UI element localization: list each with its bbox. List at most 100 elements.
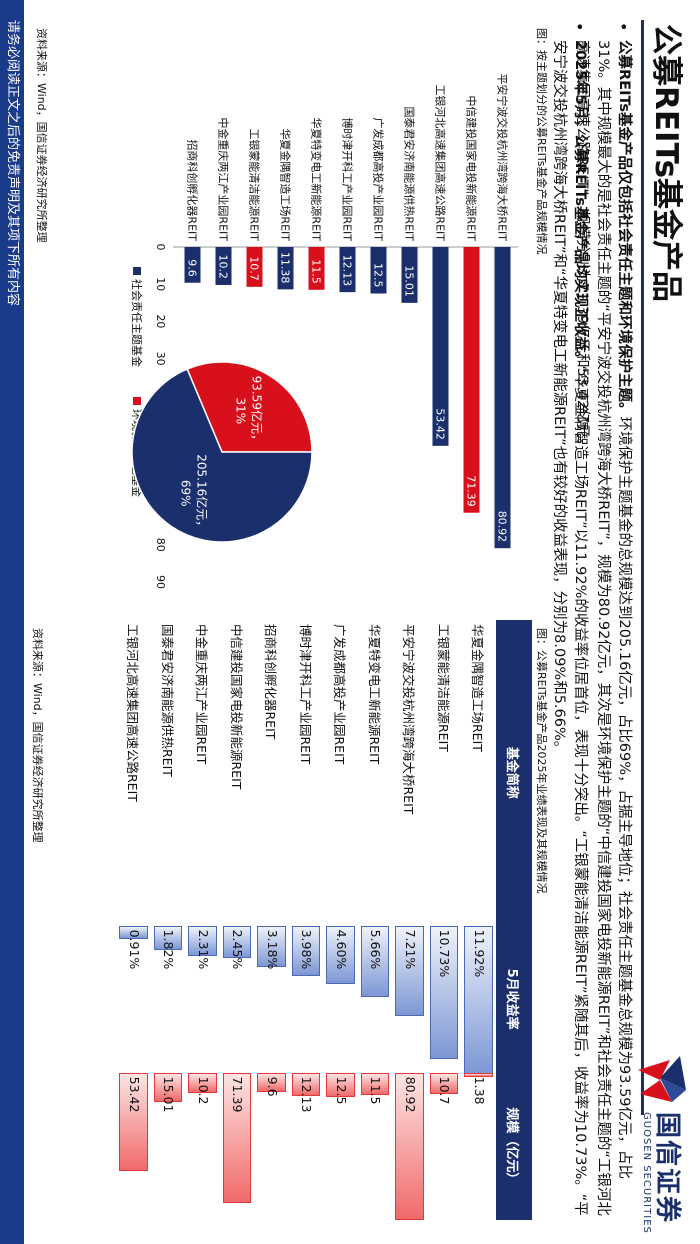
left-figure-source: 资料来源：Wind，国信证券经济研究所整理: [35, 28, 48, 243]
bar-data-label: 11.5: [310, 259, 323, 284]
return-value: 7.21%: [403, 929, 418, 970]
return-value: 2.31%: [196, 929, 211, 970]
col-header-name: 基金简称: [496, 620, 532, 926]
return-cell: 10.73%: [427, 925, 462, 1073]
scale-value: 1.38: [472, 1076, 487, 1105]
bullet-dot: •: [614, 22, 633, 32]
page-title: 公募REITs基金产品: [648, 24, 684, 303]
category-label: 中金重庆两江产业园REIT: [217, 117, 231, 241]
bar-social: [401, 247, 418, 303]
x-tick-label: 10: [154, 277, 167, 291]
category-label: 华夏金隅智造工场REIT: [279, 128, 293, 241]
bar-data-label: 12.13: [341, 255, 354, 287]
category-label: 工银蒙能清洁能源REIT: [248, 128, 262, 241]
fund-name: 华夏特变电工新能源REIT: [366, 624, 382, 765]
scale-cell: 53.42: [117, 1072, 152, 1220]
fund-name: 广发成都高投产业园REIT: [332, 624, 348, 765]
table-row: 广发成都高投产业园REIT 4.60% 12.5: [324, 620, 359, 1220]
category-label: 广发成都高投产业园REIT: [372, 117, 386, 241]
pie-slice-0: [186, 361, 313, 453]
scale-cell: 11.5: [358, 1072, 393, 1220]
scale-value: 10.2: [196, 1076, 211, 1105]
category-label: 招商科创孵化器REIT: [186, 139, 200, 241]
return-cell: 2.45%: [220, 925, 255, 1073]
table-row: 招商科创孵化器REIT 3.18% 9.6: [255, 620, 290, 1220]
right-figure-source: 资料来源：Wind，国信证券经济研究所整理: [31, 628, 44, 843]
scale-value: 12.5: [334, 1076, 349, 1105]
return-value: 0.91%: [127, 929, 142, 970]
fund-name: 国泰君安济南能源供热REIT: [159, 624, 175, 777]
category-label: 平安宁波交投杭州湾跨海大桥REIT: [496, 73, 510, 241]
bar-data-label: 71.39: [465, 475, 478, 507]
bar-environmental: [308, 247, 325, 290]
fund-name: 平安宁波交投杭州湾跨海大桥REIT: [401, 624, 417, 815]
x-tick-label: 30: [154, 352, 167, 366]
bar-social: [370, 247, 387, 294]
bar-data-label: 80.92: [496, 511, 509, 543]
bullet-1-lead: 公募REITs基金产品仅包括社会责任主题和环境保护主题。: [616, 40, 632, 417]
bullet-2-lead: 2025年5月，公募REITs基金产品均实现正收益。: [572, 40, 588, 366]
return-cell: 7.21%: [393, 925, 428, 1073]
category-label: 博时津开科工产业园REIT: [341, 117, 355, 241]
pie-slice-1: [131, 368, 313, 543]
x-tick-label: 20: [154, 314, 167, 328]
x-tick-label: 80: [154, 538, 167, 552]
scale-cell: 80.92: [393, 1072, 428, 1221]
scale-cell: 10.7: [427, 1072, 462, 1220]
category-label: 华夏特变电工新能源REIT: [310, 117, 324, 241]
table-header-row: 基金简称 5月收益率 规模（亿元）: [496, 620, 532, 1220]
return-value: 10.73%: [437, 929, 453, 978]
table-row: 华夏金隅智造工场REIT 11.92% 1.38: [462, 620, 497, 1220]
table-row: 平安宁波交投杭州湾跨海大桥REIT 7.21% 80.92: [393, 620, 428, 1221]
bar-social: [184, 247, 201, 283]
legend-label-social: 社会责任主题基金: [130, 279, 144, 367]
return-cell: 3.18%: [255, 925, 290, 1073]
bar-social: [432, 247, 449, 446]
table-row: 工银河北高速集团高速公路REIT 0.91% 53.42: [117, 620, 152, 1220]
scale-value: 15.01: [161, 1076, 177, 1113]
bar-environmental: [463, 247, 480, 513]
fund-name: 华夏金隅智造工场REIT: [470, 624, 486, 752]
fund-name: 博时津开科工产业园REIT: [297, 624, 313, 765]
bar-social: [494, 247, 511, 549]
bar-data-label: 11.38: [279, 252, 292, 284]
table-row: 华夏特变电工新能源REIT 5.66% 11.5: [358, 620, 393, 1220]
performance-table: 基金简称 5月收益率 规模（亿元） 华夏金隅智造工场REIT 11.92% 1.38…: [117, 620, 532, 1221]
scale-value: 53.42: [127, 1076, 142, 1113]
scale-cell: 12.13: [289, 1072, 324, 1220]
bar-data-label: 10.2: [217, 254, 230, 279]
bar-social: [277, 247, 294, 290]
return-cell: 11.92%: [462, 925, 497, 1074]
scale-value: 71.39: [230, 1076, 246, 1113]
bar-data-label: 15.01: [403, 265, 416, 297]
bar-data-label: 53.42: [434, 408, 447, 440]
table-row: 博时津开科工产业园REIT 3.98% 12.13: [289, 620, 324, 1220]
scale-value: 12.13: [299, 1076, 315, 1113]
return-value: 3.18%: [265, 929, 280, 970]
bar-data-label: 12.5: [372, 263, 385, 288]
footer-disclaimer: 请务必阅读正文之后的免责声明及其项下所有内容: [5, 20, 20, 307]
pie-label: 205.16亿元，: [195, 454, 210, 532]
title-rule: [641, 20, 644, 1115]
table-body: 华夏金隅智造工场REIT 11.92% 1.38 工银蒙能清洁能源REIT 10.73%…: [117, 620, 497, 1221]
category-label: 工银河北高速集团高速公路REIT: [434, 84, 448, 241]
return-cell: 5.66%: [358, 925, 393, 1073]
return-cell: 4.60%: [324, 925, 359, 1073]
bar-data-label: 10.7: [248, 256, 261, 281]
scale-value: 80.92: [403, 1076, 418, 1113]
pie-label: 93.59亿元，: [249, 376, 264, 446]
scale-cell: 9.6: [255, 1072, 290, 1220]
pie-label-percent: 31%: [233, 397, 247, 424]
fund-name: 中金重庆两江产业园REIT: [194, 624, 210, 765]
scale-cell: 12.5: [324, 1072, 359, 1220]
logo-text-cn: 国信证券: [652, 1112, 682, 1225]
table-row: 中信建投国家电投新能源REIT 2.45% 71.39: [220, 620, 255, 1220]
scale-by-theme-chart: 平安宁波交投杭州湾跨海大桥REIT 80.92 中信建投国家电投新能源REIT 71.…: [130, 73, 518, 589]
scale-cell: 1.38: [462, 1072, 497, 1220]
logo-mark-icon: [638, 1056, 686, 1102]
return-cell: 3.98%: [289, 925, 324, 1073]
fund-name: 招商科创孵化器REIT: [263, 624, 279, 740]
legend-swatch-social: [133, 267, 141, 275]
